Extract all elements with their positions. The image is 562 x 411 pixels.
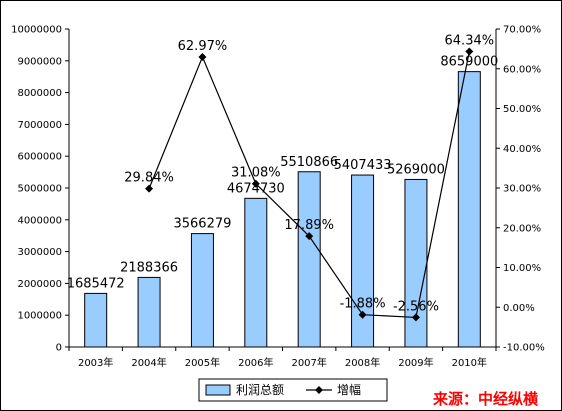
x-axis-tick-label: 2008年 (345, 356, 380, 369)
bar-value-label: 5510866 (280, 155, 338, 170)
left-axis-tick-label: 3000000 (17, 247, 62, 258)
bar-value-label: 2188366 (120, 260, 178, 275)
left-axis-tick-label: 0 (56, 343, 62, 354)
left-axis-tick-label: 8000000 (17, 88, 62, 99)
right-axis-tick-label: 30.00% (503, 184, 541, 195)
x-axis-tick-label: 2010年 (452, 356, 487, 369)
growth-point (198, 52, 207, 61)
left-axis-tick-label: 7000000 (17, 120, 62, 131)
x-axis-tick-label: 2009年 (398, 356, 433, 369)
bar (137, 276, 161, 348)
left-axis-tick-label: 5000000 (17, 184, 62, 195)
bar (84, 292, 108, 348)
bar (190, 233, 214, 348)
bar-series (84, 71, 481, 348)
line-series (145, 47, 474, 322)
growth-point (305, 232, 314, 241)
right-axis-tick-label: 10.00% (503, 263, 541, 274)
growth-point (358, 310, 367, 319)
x-axis-tick-label: 2003年 (78, 356, 113, 369)
growth-point (465, 47, 474, 56)
legend-bar-label: 利润总额 (236, 383, 284, 397)
left-axis-tick-label: 4000000 (17, 215, 62, 226)
growth-value-label: 62.97% (178, 39, 228, 54)
source-annotation: 来源：中经纵横 (432, 390, 539, 408)
bar (457, 71, 481, 348)
growth-value-label: -1.88% (340, 297, 386, 312)
bar-value-label: 3566279 (173, 217, 231, 232)
right-axis-tick-label: 0.00% (503, 303, 535, 314)
left-axis-tick-label: 1000000 (17, 311, 62, 322)
bar (404, 178, 428, 348)
left-axis-ticks: 0 1000000 2000000 3000000 4000000 5000000 6000… (11, 25, 69, 354)
line-data-labels: 29.84% 62.97% 31.08% 17.89% -1.88% -2.56% 64.3… (124, 33, 494, 314)
bar-value-label: 4674730 (227, 181, 285, 196)
bar-value-label: 1685472 (67, 276, 125, 291)
legend-line-label: 增幅 (337, 382, 361, 397)
x-axis-tick-label: 2004年 (131, 356, 166, 369)
right-axis-tick-label: 50.00% (503, 104, 541, 115)
legend-box (198, 378, 388, 402)
legend-bar-swatch (205, 384, 231, 396)
x-axis-labels: 2003年 2004年 2005年 2006年 2007年 2008年 2009年 2010年 (78, 356, 487, 369)
growth-value-label: -2.56% (393, 299, 439, 314)
left-axis-tick-label: 10000000 (11, 25, 62, 36)
x-axis-tick-label: 2006年 (238, 356, 273, 369)
right-axis-tick-label: 60.00% (503, 64, 541, 75)
growth-value-label: 64.34% (445, 33, 495, 48)
growth-value-label: 17.89% (284, 218, 334, 233)
bar (244, 197, 268, 348)
growth-point (411, 313, 420, 322)
right-axis-tick-label: 70.00% (503, 25, 541, 36)
left-axis-tick-label: 6000000 (17, 152, 62, 163)
right-axis-tick-label: 20.00% (503, 223, 541, 234)
left-axis-tick-label: 2000000 (17, 279, 62, 290)
left-axis-tick-label: 9000000 (17, 56, 62, 67)
legend: 利润总额 增幅 (198, 378, 388, 402)
bar-value-label: 5269000 (387, 162, 445, 177)
growth-point (145, 184, 154, 193)
growth-point (251, 179, 260, 188)
right-axis-ticks: -10.00% 0.00% 10.00% 20.00% 30.00% 40.00% 50.0… (496, 25, 545, 354)
bar (297, 171, 321, 348)
growth-value-label: 31.08% (231, 166, 281, 181)
axes (68, 29, 497, 351)
x-axis-tick-label: 2007年 (291, 356, 326, 369)
bar-value-label: 5407433 (334, 158, 392, 173)
x-axis-tick-label: 2005年 (185, 356, 220, 369)
right-axis-tick-label: 40.00% (503, 144, 541, 155)
right-axis-tick-label: -10.00% (503, 343, 545, 354)
growth-value-label: 29.84% (124, 171, 174, 186)
bar-value-label: 8659000 (440, 55, 498, 70)
legend-line-marker (315, 386, 323, 394)
bar (351, 174, 375, 348)
